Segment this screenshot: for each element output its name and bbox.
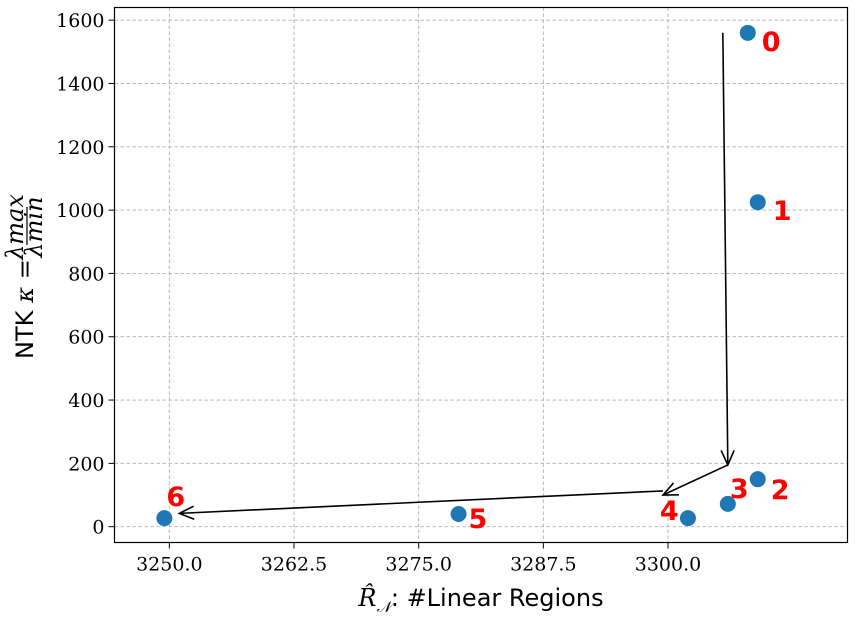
data-point-6 bbox=[156, 510, 173, 527]
x-tick-label: 3300.0 bbox=[635, 554, 701, 576]
y-tick-label: 0 bbox=[92, 517, 104, 539]
point-label-0: 0 bbox=[762, 27, 781, 58]
plot-frame bbox=[113, 6, 849, 544]
y-axis-label: NTK κ = λmax λmin bbox=[1, 194, 48, 359]
arrow-shaft bbox=[179, 490, 664, 515]
x-tick-label: 3275.0 bbox=[385, 554, 451, 576]
data-point-2 bbox=[749, 471, 766, 488]
y-tick-label: 1000 bbox=[56, 200, 104, 222]
y-tick-label: 200 bbox=[68, 453, 104, 475]
y-tick-label: 400 bbox=[68, 390, 104, 412]
y-axis-label-ntk: NTK bbox=[11, 309, 39, 359]
y-axis-label-kappa: κ = bbox=[11, 259, 39, 303]
arrow-head bbox=[177, 505, 195, 520]
data-point-1 bbox=[749, 194, 766, 211]
point-label-6: 6 bbox=[166, 482, 185, 513]
arrow-shaft bbox=[722, 32, 729, 465]
y-tick-label: 1600 bbox=[56, 10, 104, 32]
data-point-5 bbox=[450, 506, 467, 523]
x-tick-label: 3250.0 bbox=[136, 554, 202, 576]
axis-ticks: 3250.0 3262.5 3275.0 3287.5 3300.0 0 200 400 600… bbox=[56, 10, 701, 575]
arrow-shaft bbox=[662, 464, 729, 496]
arrow-head bbox=[661, 482, 680, 496]
x-axis-label-subscript: 𝒩 bbox=[376, 598, 395, 616]
point-label-5: 5 bbox=[469, 504, 488, 535]
y-tick-label: 1200 bbox=[56, 137, 104, 159]
x-axis-label-text: : #Linear Regions bbox=[391, 584, 604, 612]
x-axis-label-math: R̂ bbox=[357, 584, 376, 612]
trajectory-arrows bbox=[177, 32, 735, 520]
y-tick-label: 800 bbox=[68, 263, 104, 285]
data-points bbox=[156, 24, 766, 527]
data-point-4 bbox=[679, 510, 696, 527]
data-point-0 bbox=[739, 24, 756, 41]
y-axis-label-frac-den: λmin bbox=[20, 196, 48, 258]
point-label-1: 1 bbox=[773, 196, 792, 227]
y-tick-label: 1400 bbox=[56, 73, 104, 95]
y-axis-label-text: NTK κ = bbox=[11, 259, 39, 359]
data-point-3 bbox=[719, 495, 736, 512]
grid-lines bbox=[114, 7, 848, 543]
point-label-3: 3 bbox=[730, 474, 749, 505]
point-label-4: 4 bbox=[660, 496, 679, 527]
x-tick-label: 3287.5 bbox=[510, 554, 576, 576]
x-tick-label: 3262.5 bbox=[261, 554, 327, 576]
point-label-2: 2 bbox=[771, 475, 790, 506]
y-tick-label: 600 bbox=[68, 327, 104, 349]
x-axis-label: R̂𝒩: #Linear Regions bbox=[357, 584, 603, 616]
y-axis-label-frac-num: λmax bbox=[1, 194, 29, 261]
